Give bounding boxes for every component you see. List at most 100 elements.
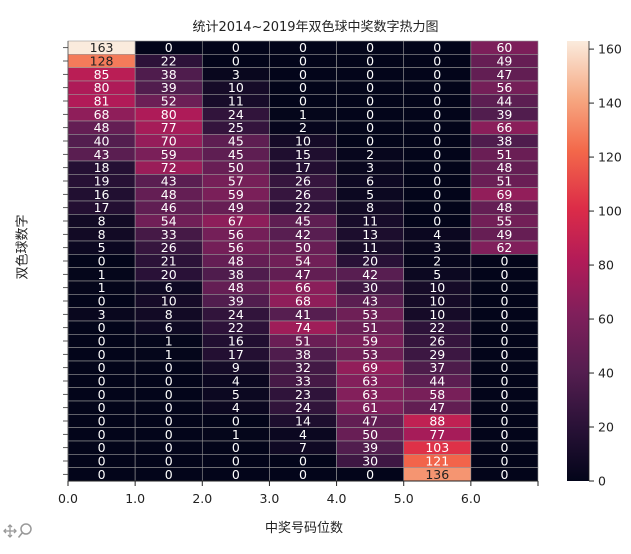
cell-value-label: 0 [433, 94, 441, 109]
cell-value-label: 10 [429, 294, 445, 309]
cell-value-label: 0 [299, 454, 307, 469]
cell-value-label: 47 [362, 414, 378, 429]
cell-value-label: 6 [165, 320, 173, 335]
cell-value-label: 54 [161, 214, 177, 229]
cell-value-label: 56 [228, 227, 244, 242]
cell-value-label: 43 [161, 174, 177, 189]
cell-value-label: 23 [295, 387, 311, 402]
cell-value-label: 51 [496, 174, 512, 189]
cell-value-label: 0 [98, 440, 106, 455]
cell-value-label: 39 [161, 80, 177, 95]
cell-value-label: 11 [362, 240, 378, 255]
cell-value-label: 43 [94, 147, 110, 162]
cell-value-label: 22 [161, 54, 177, 69]
cell-value-label: 5 [366, 187, 374, 202]
cell-value-label: 33 [295, 374, 311, 389]
cell-value-label: 0 [165, 387, 173, 402]
cell-value-label: 11 [228, 94, 244, 109]
cell-value-label: 0 [433, 214, 441, 229]
cell-value-label: 0 [500, 400, 508, 415]
cell-value-label: 0 [232, 54, 240, 69]
cell-value-label: 8 [366, 200, 374, 215]
cell-value-label: 22 [429, 320, 445, 335]
cell-value-label: 45 [228, 147, 244, 162]
cell-value-label: 26 [161, 240, 177, 255]
cell-value-label: 3 [98, 307, 106, 322]
cell-value-label: 2 [299, 120, 307, 135]
cell-value-label: 88 [429, 414, 445, 429]
cell-value-label: 49 [496, 227, 512, 242]
cell-value-label: 4 [299, 427, 307, 442]
cell-value-label: 0 [165, 374, 173, 389]
cell-value-label: 38 [295, 347, 311, 362]
cell-value-label: 0 [165, 440, 173, 455]
cell-value-label: 0 [299, 94, 307, 109]
cell-value-label: 0 [165, 400, 173, 415]
cell-value-label: 1 [165, 347, 173, 362]
cell-value-label: 40 [94, 134, 110, 149]
cell-value-label: 163 [90, 40, 114, 55]
cell-value-label: 1 [98, 280, 106, 295]
cell-value-label: 6 [366, 174, 374, 189]
cell-value-label: 0 [500, 374, 508, 389]
cell-value-label: 48 [228, 280, 244, 295]
cell-value-label: 24 [228, 307, 244, 322]
pan-icon[interactable] [3, 524, 17, 538]
cell-value-label: 0 [500, 427, 508, 442]
cell-value-label: 0 [165, 360, 173, 375]
cell-value-label: 22 [228, 320, 244, 335]
cell-value-label: 20 [362, 254, 378, 269]
cell-value-label: 49 [496, 54, 512, 69]
cell-value-label: 55 [496, 214, 512, 229]
cell-value-label: 0 [366, 80, 374, 95]
x-tick-label: 2.0 [192, 491, 212, 506]
cell-value-label: 5 [433, 267, 441, 282]
cell-value-label: 0 [433, 160, 441, 175]
cell-value-label: 38 [496, 134, 512, 149]
cell-value-label: 0 [500, 347, 508, 362]
cell-value-label: 15 [295, 147, 311, 162]
cell-value-label: 50 [295, 240, 311, 255]
colorbar [567, 41, 589, 481]
cell-value-label: 22 [295, 200, 311, 215]
cell-value-label: 19 [94, 174, 110, 189]
cell-value-label: 10 [429, 280, 445, 295]
cell-value-label: 0 [299, 67, 307, 82]
colorbar-tick-label: 20 [598, 420, 614, 435]
cell-value-label: 0 [433, 134, 441, 149]
cell-value-label: 0 [500, 280, 508, 295]
cell-value-label: 30 [362, 280, 378, 295]
cell-value-label: 0 [165, 467, 173, 482]
cell-value-label: 51 [496, 147, 512, 162]
cell-value-label: 0 [98, 360, 106, 375]
zoom-icon[interactable] [17, 523, 32, 538]
cell-value-label: 128 [90, 54, 114, 69]
cell-value-label: 5 [232, 387, 240, 402]
cell-value-label: 10 [161, 294, 177, 309]
cell-value-label: 0 [500, 294, 508, 309]
cell-value-label: 44 [496, 94, 512, 109]
cell-value-label: 0 [299, 80, 307, 95]
cell-value-label: 0 [500, 387, 508, 402]
cell-value-label: 50 [228, 160, 244, 175]
cell-value-label: 10 [228, 80, 244, 95]
cell-value-label: 80 [94, 80, 110, 95]
cell-value-label: 0 [433, 107, 441, 122]
cell-value-label: 0 [299, 54, 307, 69]
cell-value-label: 0 [500, 267, 508, 282]
cell-value-label: 0 [366, 467, 374, 482]
cell-value-label: 0 [433, 40, 441, 55]
cell-value-label: 26 [295, 174, 311, 189]
cell-value-label: 38 [228, 267, 244, 282]
cell-value-label: 0 [98, 347, 106, 362]
cell-value-label: 48 [94, 120, 110, 135]
cell-value-label: 67 [228, 214, 244, 229]
cell-value-label: 2 [433, 254, 441, 269]
cell-value-label: 48 [228, 254, 244, 269]
cell-value-label: 0 [366, 107, 374, 122]
cell-value-label: 8 [98, 214, 106, 229]
cell-value-label: 51 [295, 334, 311, 349]
cell-value-label: 26 [429, 334, 445, 349]
cell-value-label: 0 [232, 454, 240, 469]
cell-value-label: 1 [299, 107, 307, 122]
